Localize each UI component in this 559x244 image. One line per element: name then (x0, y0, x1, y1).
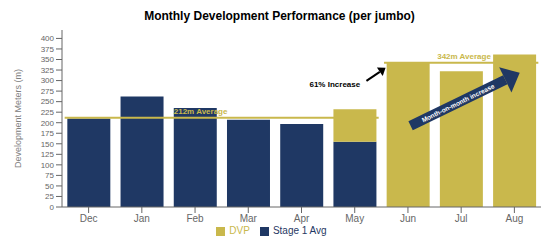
html-text:Stage 1 Avg: Stage 1 Avg (272, 225, 327, 236)
svg-text:75: 75 (45, 171, 54, 180)
svg-text:Jan: Jan (134, 213, 150, 224)
svg-text:May: May (345, 213, 364, 224)
svg-text:Mar: Mar (240, 213, 258, 224)
svg-text:150: 150 (41, 140, 55, 149)
svg-text:50: 50 (45, 182, 54, 191)
svg-text:200: 200 (41, 119, 55, 128)
svg-text:25: 25 (45, 192, 54, 201)
html-text:DVP: DVP (229, 225, 250, 236)
svg-text:Aug: Aug (505, 213, 523, 224)
svg-text:400: 400 (41, 34, 55, 43)
svg-text:342m Average: 342m Average (437, 52, 491, 61)
svg-text:Development Meters (m): Development Meters (m) (13, 69, 23, 168)
svg-text:175: 175 (41, 129, 55, 138)
svg-text:300: 300 (41, 76, 55, 85)
svg-text:61% Increase: 61% Increase (309, 80, 360, 89)
svg-text:0: 0 (50, 203, 55, 212)
svg-text:Dec: Dec (80, 213, 98, 224)
svg-text:350: 350 (41, 55, 55, 64)
svg-text:Feb: Feb (186, 213, 204, 224)
svg-text:Apr: Apr (294, 213, 310, 224)
svg-text:375: 375 (41, 45, 55, 54)
svg-text:250: 250 (41, 97, 55, 106)
svg-text:275: 275 (41, 87, 55, 96)
svg-text:Month-on-month increase: Month-on-month increase (421, 82, 496, 123)
svg-text:212m Average: 212m Average (174, 107, 228, 116)
svg-text:Jun: Jun (400, 213, 416, 224)
html-text:Monthly Development Performanc: Monthly Development Performance (per jum… (144, 9, 415, 23)
svg-text:325: 325 (41, 66, 55, 75)
svg-text:100: 100 (41, 161, 55, 170)
svg-text:125: 125 (41, 150, 55, 159)
svg-text:Jul: Jul (455, 213, 468, 224)
svg-text:225: 225 (41, 108, 55, 117)
